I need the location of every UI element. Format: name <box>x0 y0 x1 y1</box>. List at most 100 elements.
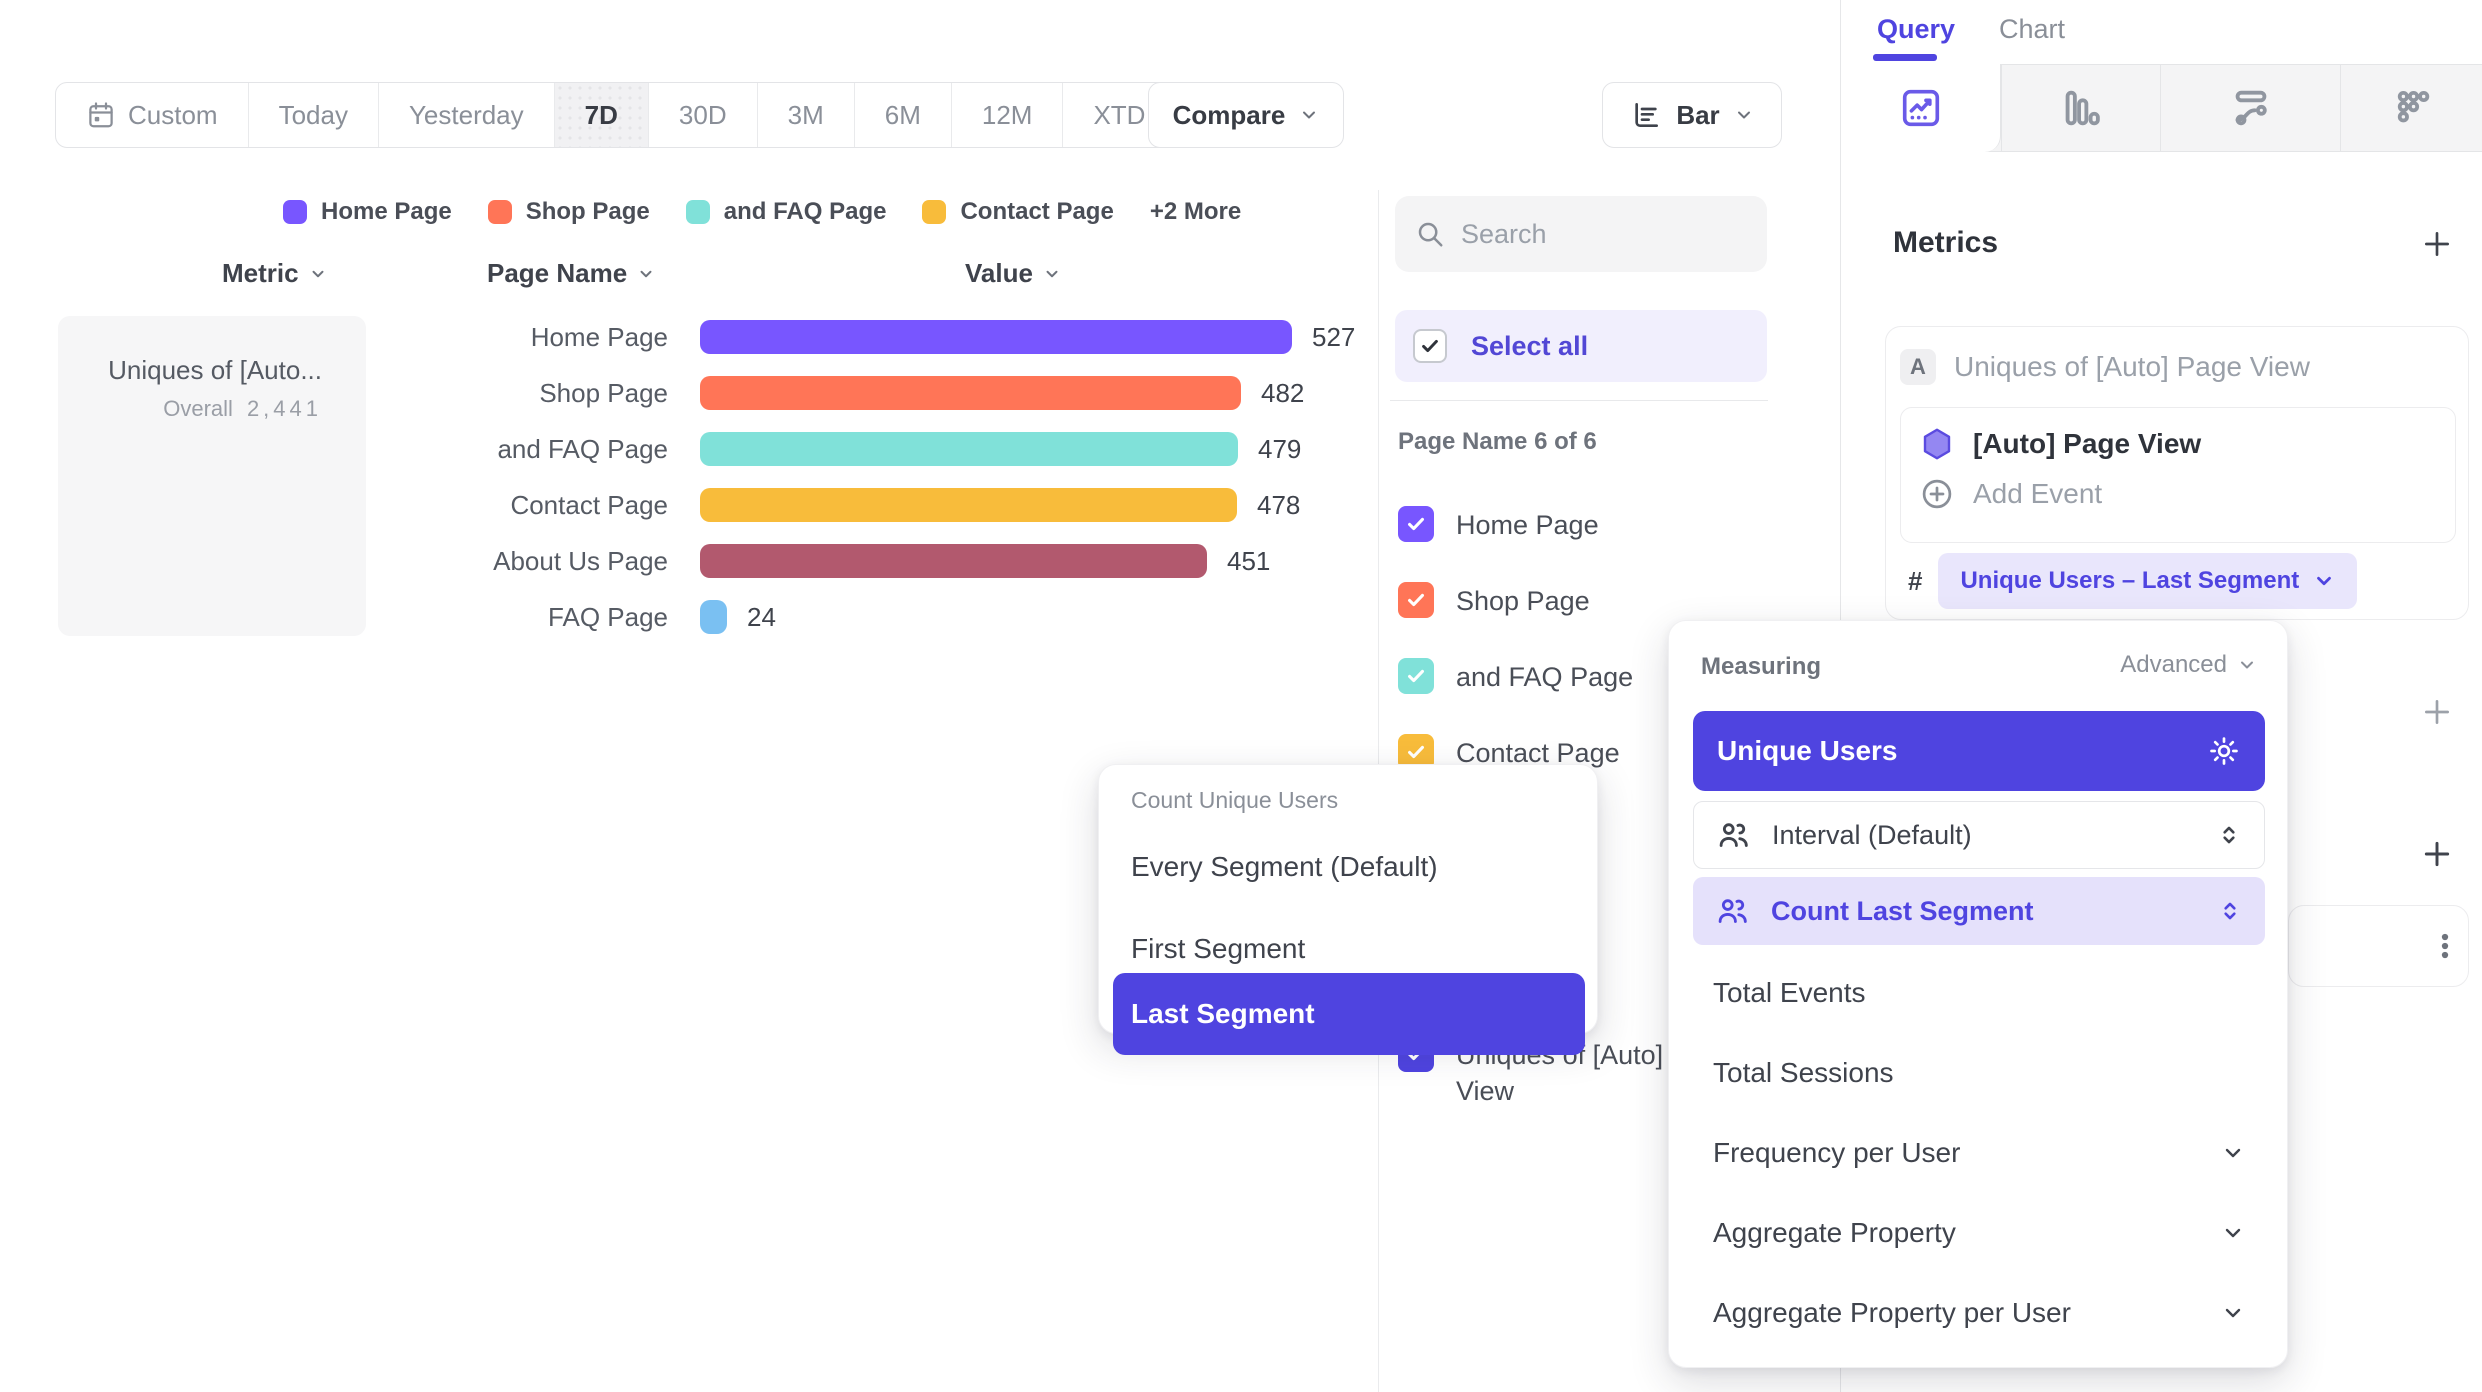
add-metric-icon[interactable] <box>2421 228 2453 265</box>
calendar-icon <box>86 100 116 130</box>
segment-group-label: Page Name 6 of 6 <box>1398 428 1597 455</box>
date-range-30d[interactable]: 30D <box>649 83 758 147</box>
search-input[interactable] <box>1461 218 1747 250</box>
metric-title: Uniques of [Auto... <box>108 355 322 385</box>
funnel-icon <box>2058 85 2104 131</box>
bar-segment[interactable] <box>700 488 1237 522</box>
gear-icon[interactable] <box>2207 734 2241 768</box>
date-range-custom[interactable]: Custom <box>56 83 249 147</box>
bar-segment[interactable] <box>700 376 1241 410</box>
add-event-icon <box>1919 476 1955 512</box>
event-row[interactable]: [Auto] Page View <box>1919 426 2455 462</box>
dropdown-title: Count Unique Users <box>1131 787 1339 813</box>
chart-type-retention[interactable] <box>2341 64 2482 152</box>
measuring-dropdown: Measuring Advanced Unique Users Interval… <box>1668 620 2288 1368</box>
select-all-row[interactable]: Select all <box>1395 310 1767 382</box>
bar-row: Contact Page 478 <box>58 477 1368 533</box>
date-range-12m[interactable]: 12M <box>952 83 1064 147</box>
option-first-segment[interactable]: First Segment <box>1131 933 1306 964</box>
measuring-option-aggregate-property-per-user[interactable]: Aggregate Property per User <box>1713 1297 2245 1329</box>
segment-checkbox-row[interactable]: Contact Page <box>1398 734 1768 771</box>
bar-row: About Us Page 451 <box>58 533 1368 589</box>
tab-chart[interactable]: Chart <box>1999 14 2066 44</box>
measuring-option-frequency-per-user[interactable]: Frequency per User <box>1713 1137 2245 1169</box>
legend-swatch <box>685 200 710 224</box>
metric-badge: A <box>1900 349 1936 385</box>
checkbox-checked[interactable] <box>1398 506 1434 542</box>
chevron-down-icon <box>309 265 327 283</box>
bar-category-label: and FAQ Page <box>497 433 668 464</box>
metric-overall: Overall 2,441 <box>163 396 322 421</box>
legend-more[interactable]: +2 More <box>1149 198 1242 225</box>
segment-search[interactable] <box>1395 196 1767 272</box>
option-last-segment-selected[interactable]: Last Segment <box>1113 973 1585 1055</box>
column-header-page-name[interactable]: Page Name <box>487 258 655 289</box>
people-icon <box>1715 894 1749 928</box>
legend-item[interactable]: and FAQ Page <box>685 198 886 226</box>
measuring-option-total-events[interactable]: Total Events <box>1713 977 1866 1008</box>
chevron-down-icon <box>2221 1141 2245 1165</box>
divider <box>1390 400 1768 401</box>
date-range-7d[interactable]: 7D <box>554 83 649 147</box>
checkbox-checked[interactable] <box>1398 582 1434 618</box>
insights-icon <box>1898 85 1944 131</box>
date-range-today[interactable]: Today <box>249 83 379 147</box>
advanced-toggle[interactable]: Advanced <box>2120 651 2257 679</box>
measure-dropdown-button[interactable]: Unique Users – Last Segment <box>1938 553 2358 609</box>
checkbox-checked[interactable] <box>1398 658 1434 694</box>
measuring-option-aggregate-property[interactable]: Aggregate Property <box>1713 1217 2245 1249</box>
legend-item[interactable]: Contact Page <box>922 198 1114 226</box>
metric-query-card: A Uniques of [Auto] Page View [Auto] Pag… <box>1885 326 2469 620</box>
bar-chart-icon <box>1630 99 1662 131</box>
add-filter-icon[interactable] <box>2421 696 2453 733</box>
bar-value-label: 527 <box>1312 321 1356 352</box>
date-range-yesterday[interactable]: Yesterday <box>379 83 555 147</box>
metrics-header: Metrics <box>1893 226 1999 259</box>
measuring-option-unique-users[interactable]: Unique Users <box>1693 711 2265 791</box>
chart-legend: Home Page Shop Page and FAQ Page Contact… <box>283 198 1241 226</box>
chevron-down-icon <box>1043 265 1061 283</box>
date-range-xtd[interactable]: XTD <box>1063 83 1207 147</box>
unfold-icon <box>2216 822 2242 848</box>
legend-item[interactable]: Home Page <box>283 198 452 226</box>
select-all-checkbox[interactable] <box>1413 329 1447 363</box>
breakdown-card-partial <box>2288 905 2469 987</box>
bar-segment[interactable] <box>700 600 727 634</box>
metric-summary-card[interactable]: Uniques of [Auto... Overall 2,441 <box>58 316 366 636</box>
kebab-menu-icon[interactable] <box>2427 928 2463 969</box>
chevron-down-icon <box>637 265 655 283</box>
date-range-3m[interactable]: 3M <box>758 83 855 147</box>
chart-type-funnel[interactable] <box>2001 64 2161 152</box>
metric-overall-value: 2,441 <box>246 396 322 421</box>
measuring-option-interval[interactable]: Interval (Default) <box>1693 801 2265 869</box>
bar-segment[interactable] <box>700 320 1292 354</box>
bar-segment[interactable] <box>700 432 1238 466</box>
bar-row: Shop Page 482 <box>58 365 1368 421</box>
event-hexagon-icon <box>1919 426 1955 462</box>
segment-checkbox-row[interactable]: Shop Page <box>1398 582 1768 619</box>
column-header-metric[interactable]: Metric <box>222 258 327 289</box>
add-event-row[interactable]: Add Event <box>1919 476 2455 512</box>
measuring-option-total-sessions[interactable]: Total Sessions <box>1713 1057 1894 1088</box>
tab-query[interactable]: Query <box>1877 14 1956 44</box>
bar-segment[interactable] <box>700 544 1207 578</box>
chevron-down-icon <box>2237 655 2257 675</box>
chart-style-button[interactable]: Bar <box>1602 82 1782 148</box>
compare-button[interactable]: Compare <box>1148 82 1344 148</box>
column-header-value[interactable]: Value <box>965 258 1061 289</box>
add-breakdown-icon[interactable] <box>2421 838 2453 875</box>
retention-icon <box>2389 85 2435 131</box>
legend-swatch <box>922 200 947 224</box>
chart-type-insights[interactable] <box>1841 64 2001 152</box>
bar-category-label: Shop Page <box>539 377 668 408</box>
bar-row: FAQ Page 24 <box>58 589 1368 645</box>
bar-value-label: 24 <box>747 601 776 632</box>
measuring-option-count-last-segment[interactable]: Count Last Segment <box>1693 877 2265 945</box>
legend-item[interactable]: Shop Page <box>487 198 650 226</box>
segment-checkbox-row[interactable]: and FAQ Page <box>1398 658 1768 695</box>
date-range-6m[interactable]: 6M <box>855 83 952 147</box>
chart-type-flow[interactable] <box>2161 64 2341 152</box>
segment-checkbox-row[interactable]: Home Page <box>1398 506 1768 543</box>
option-every-segment[interactable]: Every Segment (Default) <box>1131 851 1438 882</box>
